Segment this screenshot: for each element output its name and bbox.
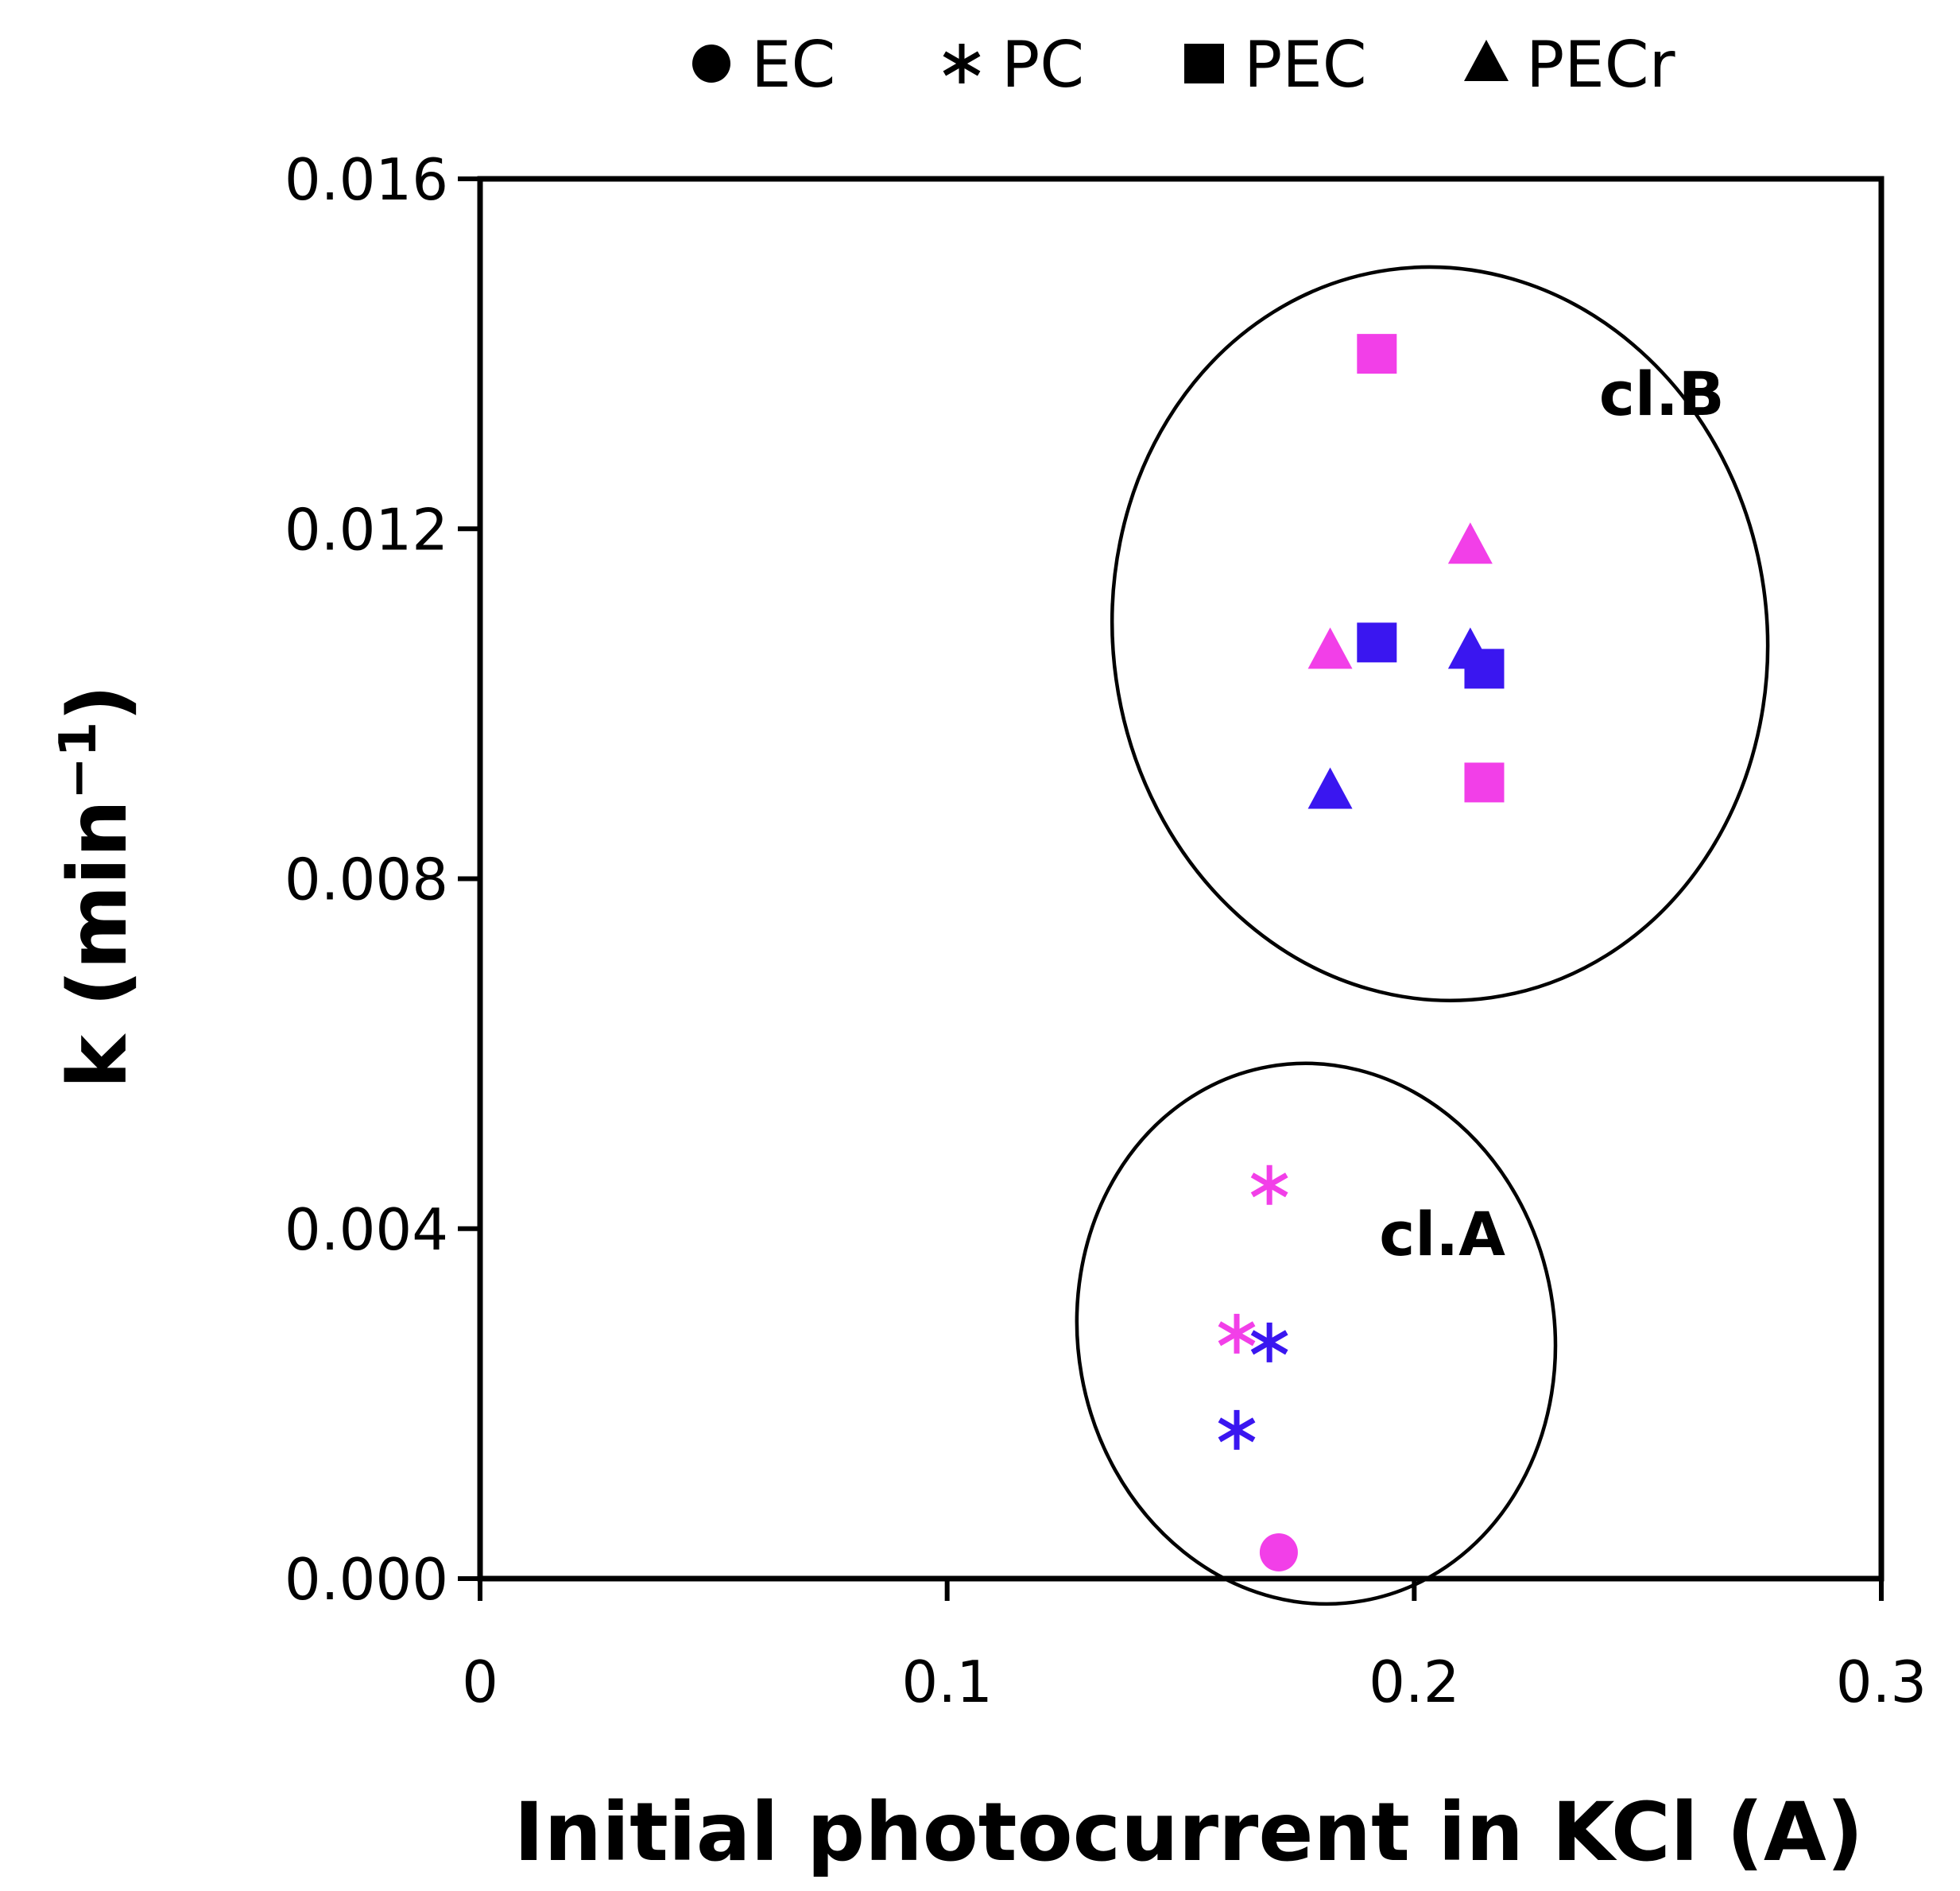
circle-marker xyxy=(1259,1533,1298,1571)
square-marker xyxy=(1464,762,1505,803)
legend-item-pecr: PECr xyxy=(1464,28,1675,102)
data-point-pc xyxy=(1250,1164,1288,1205)
y-tick-label: 0.008 xyxy=(285,847,448,913)
y-axis-title-close: ) xyxy=(51,684,145,722)
asterisk-stroke xyxy=(1218,1321,1256,1347)
data-point-pc xyxy=(1218,1409,1256,1450)
triangle-marker xyxy=(1307,627,1353,669)
legend-marker-pec xyxy=(1184,44,1224,83)
square-marker xyxy=(1357,334,1397,374)
legend-label: PECr xyxy=(1526,28,1675,102)
legend-item-pec: PEC xyxy=(1184,28,1367,102)
y-axis-title: k (min−1) xyxy=(49,684,145,1089)
data-point-pec xyxy=(1357,334,1397,374)
y-tick-label: 0.012 xyxy=(285,496,448,563)
y-axis-title-sup: −1 xyxy=(49,722,108,800)
legend-marker-pecr xyxy=(1464,40,1509,81)
legend-item-pc: PC xyxy=(943,28,1084,102)
x-tick-label: 0.1 xyxy=(901,1649,993,1715)
cluster-label: cl.A xyxy=(1379,1199,1505,1269)
data-point-pc xyxy=(1218,1313,1256,1354)
cluster-label: cl.B xyxy=(1599,358,1725,429)
data-point-pecr xyxy=(1447,627,1493,669)
data-point-pc xyxy=(1250,1322,1288,1362)
x-tick-label: 0.3 xyxy=(1836,1649,1927,1715)
cluster-ellipse-clb xyxy=(1110,265,1770,1002)
triangle-marker xyxy=(1447,627,1493,669)
legend-label: EC xyxy=(751,28,835,102)
axes: 0.000 0.004 0.008 0.012 0.016 0 0.1 0.2 0.3 xyxy=(285,146,1927,1715)
axis-labels: cl.B cl.A Initial photocurrent in KCl (A) k… xyxy=(49,358,1863,1880)
y-tick-label: 0.000 xyxy=(285,1546,448,1613)
data-point-pec xyxy=(1464,762,1505,803)
cluster-ellipse-cla xyxy=(1075,1061,1558,1606)
legend-label: PC xyxy=(1001,28,1084,102)
square-marker xyxy=(1357,622,1397,663)
legend-label: PEC xyxy=(1244,28,1367,102)
data-point-ec xyxy=(1259,1533,1298,1571)
cluster-ellipses xyxy=(1075,265,1770,1606)
data-point-pecr xyxy=(1307,627,1353,669)
legend: EC PC PEC PECr xyxy=(692,28,1675,102)
data-point-pec xyxy=(1357,622,1397,663)
triangle-marker xyxy=(1464,40,1509,81)
asterisk-stroke xyxy=(1218,1417,1256,1443)
asterisk-stroke xyxy=(1250,1172,1288,1198)
x-axis-title: Initial photocurrent in KCl (A) xyxy=(514,1785,1864,1880)
data-points xyxy=(1218,334,1505,1571)
triangle-marker xyxy=(1307,767,1353,809)
data-point-pecr xyxy=(1307,767,1353,809)
triangle-marker xyxy=(1447,522,1493,564)
legend-marker-ec xyxy=(692,45,730,83)
data-point-pecr xyxy=(1447,522,1493,564)
circle-marker xyxy=(692,45,730,83)
x-tick-label: 0 xyxy=(462,1649,498,1715)
asterisk-stroke xyxy=(943,51,981,76)
x-tick-label: 0.2 xyxy=(1369,1649,1460,1715)
square-marker xyxy=(1184,44,1224,83)
legend-marker-pc xyxy=(943,44,981,83)
y-tick-label: 0.016 xyxy=(285,146,448,213)
asterisk-stroke xyxy=(1250,1330,1288,1355)
y-tick-label: 0.004 xyxy=(285,1196,448,1263)
y-axis-title-main: k (min xyxy=(51,800,145,1089)
legend-item-ec: EC xyxy=(692,28,835,102)
